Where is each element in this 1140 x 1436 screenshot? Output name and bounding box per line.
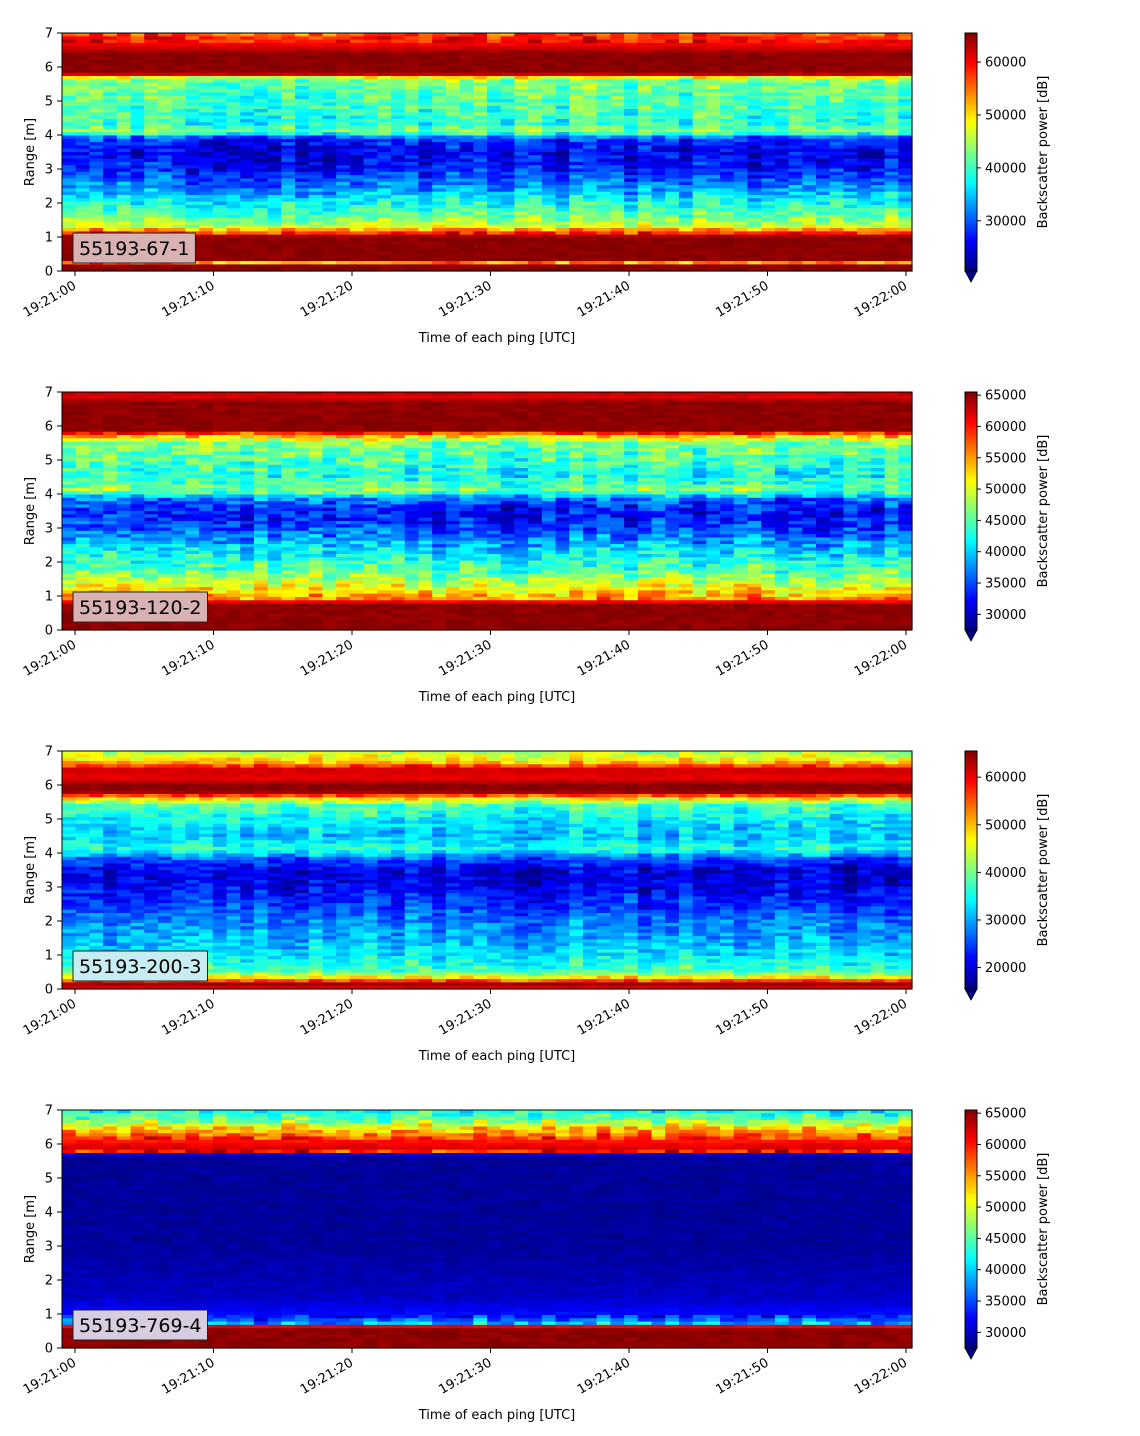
colorbar-tick-label: 40000	[985, 161, 1026, 176]
x-tick-label: 19:21:00	[21, 278, 79, 320]
colorbar-title: Backscatter power [dB]	[1036, 76, 1051, 229]
colorbar: 30000 40000 50000 60000 Backscatter power [d…	[965, 33, 1051, 282]
x-tick-label: 19:21:30	[436, 278, 494, 320]
x-tick-label: 19:21:20	[298, 278, 356, 320]
x-tick-label: 19:21:50	[713, 278, 771, 320]
x-tick-label: 19:22:00	[852, 278, 910, 320]
colorbar-tick-label: 60000	[985, 56, 1026, 71]
y-tick-label: 0	[45, 265, 53, 280]
y-axis-title: Range [m]	[23, 118, 38, 186]
y-tick-label: 6	[45, 61, 53, 76]
colorbar-tick-label: 30000	[985, 214, 1026, 229]
colorbar-extend-arrow	[965, 271, 977, 282]
x-tick-label: 19:21:10	[159, 278, 217, 320]
y-tick-label: 5	[45, 95, 53, 110]
y-tick-label: 1	[45, 231, 53, 246]
panel-tag-label: 55193-67-1	[79, 238, 189, 260]
y-tick-label: 7	[45, 27, 53, 42]
panel-1: 0 1 2 3 4 5 6 7 19:21:00 19:21:10 19:21:20 19:21:30…	[21, 27, 1051, 347]
y-tick-label: 3	[45, 163, 53, 178]
panel-tag: 55193-67-1	[73, 233, 195, 263]
y-tick-label: 2	[45, 197, 53, 212]
y-tick-label: 4	[45, 129, 53, 144]
colorbar-tick-label: 50000	[985, 108, 1026, 123]
x-axis-title: Time of each ping [UTC]	[418, 331, 576, 346]
x-tick-label: 19:21:40	[575, 278, 633, 320]
panel-2: 0123456719:21:00 19:21:10 19:21:20 19:21:30…	[21, 386, 1051, 706]
